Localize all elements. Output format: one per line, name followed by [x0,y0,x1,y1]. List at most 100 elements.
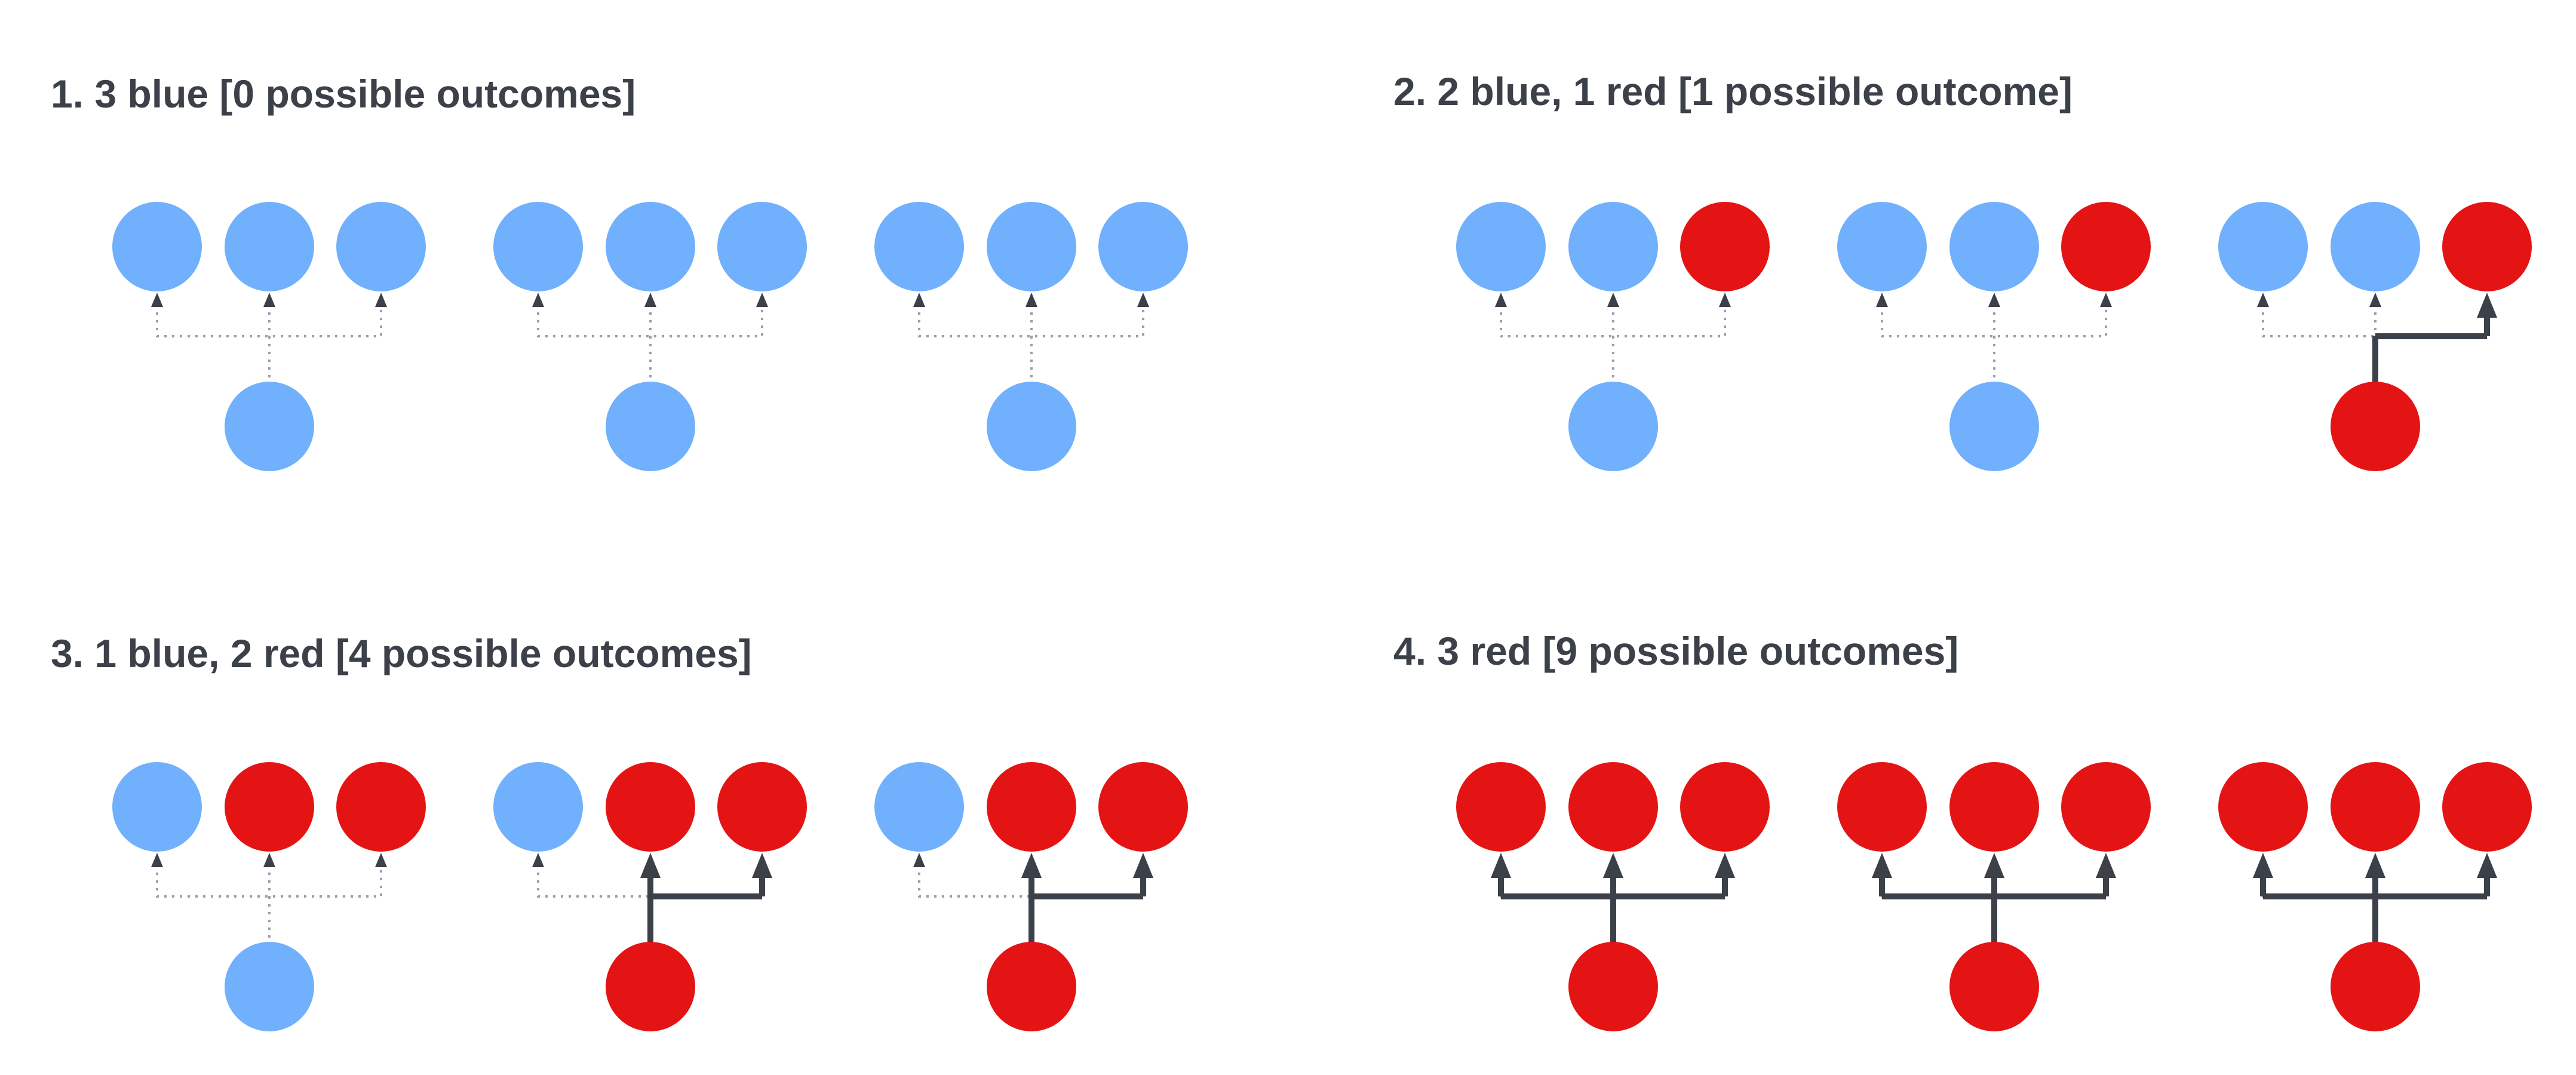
top-blue-circle [1098,202,1188,291]
top-blue-circle [225,202,314,291]
top-red-circle [2218,762,2308,852]
top-blue-circle [1456,202,1546,291]
top-red-circle [2331,762,2420,852]
arrowhead [1026,293,1037,307]
top-blue-circle [336,202,426,291]
dotted-connector [156,305,382,337]
arrowhead [263,853,275,867]
arrowhead [752,853,772,878]
top-red-circle [717,762,807,852]
scenario-group [493,202,807,471]
arrowhead [263,293,275,307]
arrowhead [2253,853,2273,878]
arrowhead [375,293,387,307]
top-red-circle [225,762,314,852]
top-red-circle [1680,202,1770,291]
top-blue-circle [987,202,1076,291]
panel-2-title: 2. 2 blue, 1 red [1 possible outcome] [1393,69,2073,113]
top-red-circle [1680,762,1770,852]
top-red-circle [606,762,695,852]
arrowhead [2096,853,2116,878]
bottom-blue-circle [606,382,695,471]
bottom-red-circle [606,942,695,1031]
arrowhead [1495,293,1507,307]
top-red-circle [2442,762,2532,852]
arrowhead [1715,853,1735,878]
top-red-circle [1837,762,1927,852]
top-blue-circle [606,202,695,291]
scenario-group [112,202,426,471]
scenarios-layer [112,202,2532,1031]
arrowhead [644,293,656,307]
arrowhead [1607,293,1619,307]
arrowhead [1984,853,2004,878]
bottom-red-circle [2331,382,2420,471]
dotted-connector [537,305,763,337]
top-red-circle [2061,762,2151,852]
dotted-connector [2262,305,2488,337]
scenario-group [1456,762,1770,1031]
top-blue-circle [112,202,202,291]
scenario-group [2218,762,2532,1031]
scenario-group [112,762,426,1031]
arrowhead [2257,293,2269,307]
top-blue-circle [1837,202,1927,291]
dotted-connector [537,865,763,898]
top-red-circle [987,762,1076,852]
arrowhead [913,293,925,307]
arrowhead [375,853,387,867]
bottom-blue-circle [225,382,314,471]
bottom-blue-circle [1568,382,1658,471]
top-red-circle [1098,762,1188,852]
top-blue-circle [874,202,964,291]
arrowhead [1133,853,1153,878]
top-red-circle [1949,762,2039,852]
dotted-connector [156,865,382,898]
arrowhead [151,293,163,307]
bottom-blue-circle [987,382,1076,471]
arrowhead [640,853,661,878]
top-red-circle [1456,762,1546,852]
arrowhead [2365,853,2385,878]
top-blue-circle [1949,202,2039,291]
dotted-connector [1881,305,2107,337]
arrowhead [2477,853,2497,878]
arrowhead [756,293,768,307]
scenario-group [874,762,1188,1031]
scenario-group [1837,202,2151,471]
scenario-group [1456,202,1770,471]
scenario-group [874,202,1188,471]
arrowhead [532,853,544,867]
arrowhead [1021,853,1042,878]
arrowhead [1603,853,1623,878]
bottom-red-circle [1949,942,2039,1031]
bottom-blue-circle [1949,382,2039,471]
panel-1-title: 1. 3 blue [0 possible outcomes] [51,72,635,116]
top-blue-circle [717,202,807,291]
scenario-group [1837,762,2151,1031]
dotted-connector [1500,305,1726,337]
arrowhead [151,853,163,867]
arrowhead [1876,293,1888,307]
arrowhead [532,293,544,307]
arrowhead [913,853,925,867]
arrowhead [2477,293,2497,318]
top-blue-circle [2331,202,2420,291]
bottom-red-circle [1568,942,1658,1031]
arrowhead [2369,293,2381,307]
top-blue-circle [493,202,583,291]
top-red-circle [336,762,426,852]
bottom-red-circle [987,942,1076,1031]
panel-4-title: 4. 3 red [9 possible outcomes] [1393,629,1958,673]
top-red-circle [2442,202,2532,291]
bottom-blue-circle [225,942,314,1031]
scenario-group [493,762,807,1031]
arrowhead [2100,293,2112,307]
top-blue-circle [2218,202,2308,291]
dotted-connector [918,865,1144,898]
top-blue-circle [493,762,583,852]
arrowhead [1137,293,1149,307]
scenario-group [2218,202,2532,471]
top-blue-circle [874,762,964,852]
